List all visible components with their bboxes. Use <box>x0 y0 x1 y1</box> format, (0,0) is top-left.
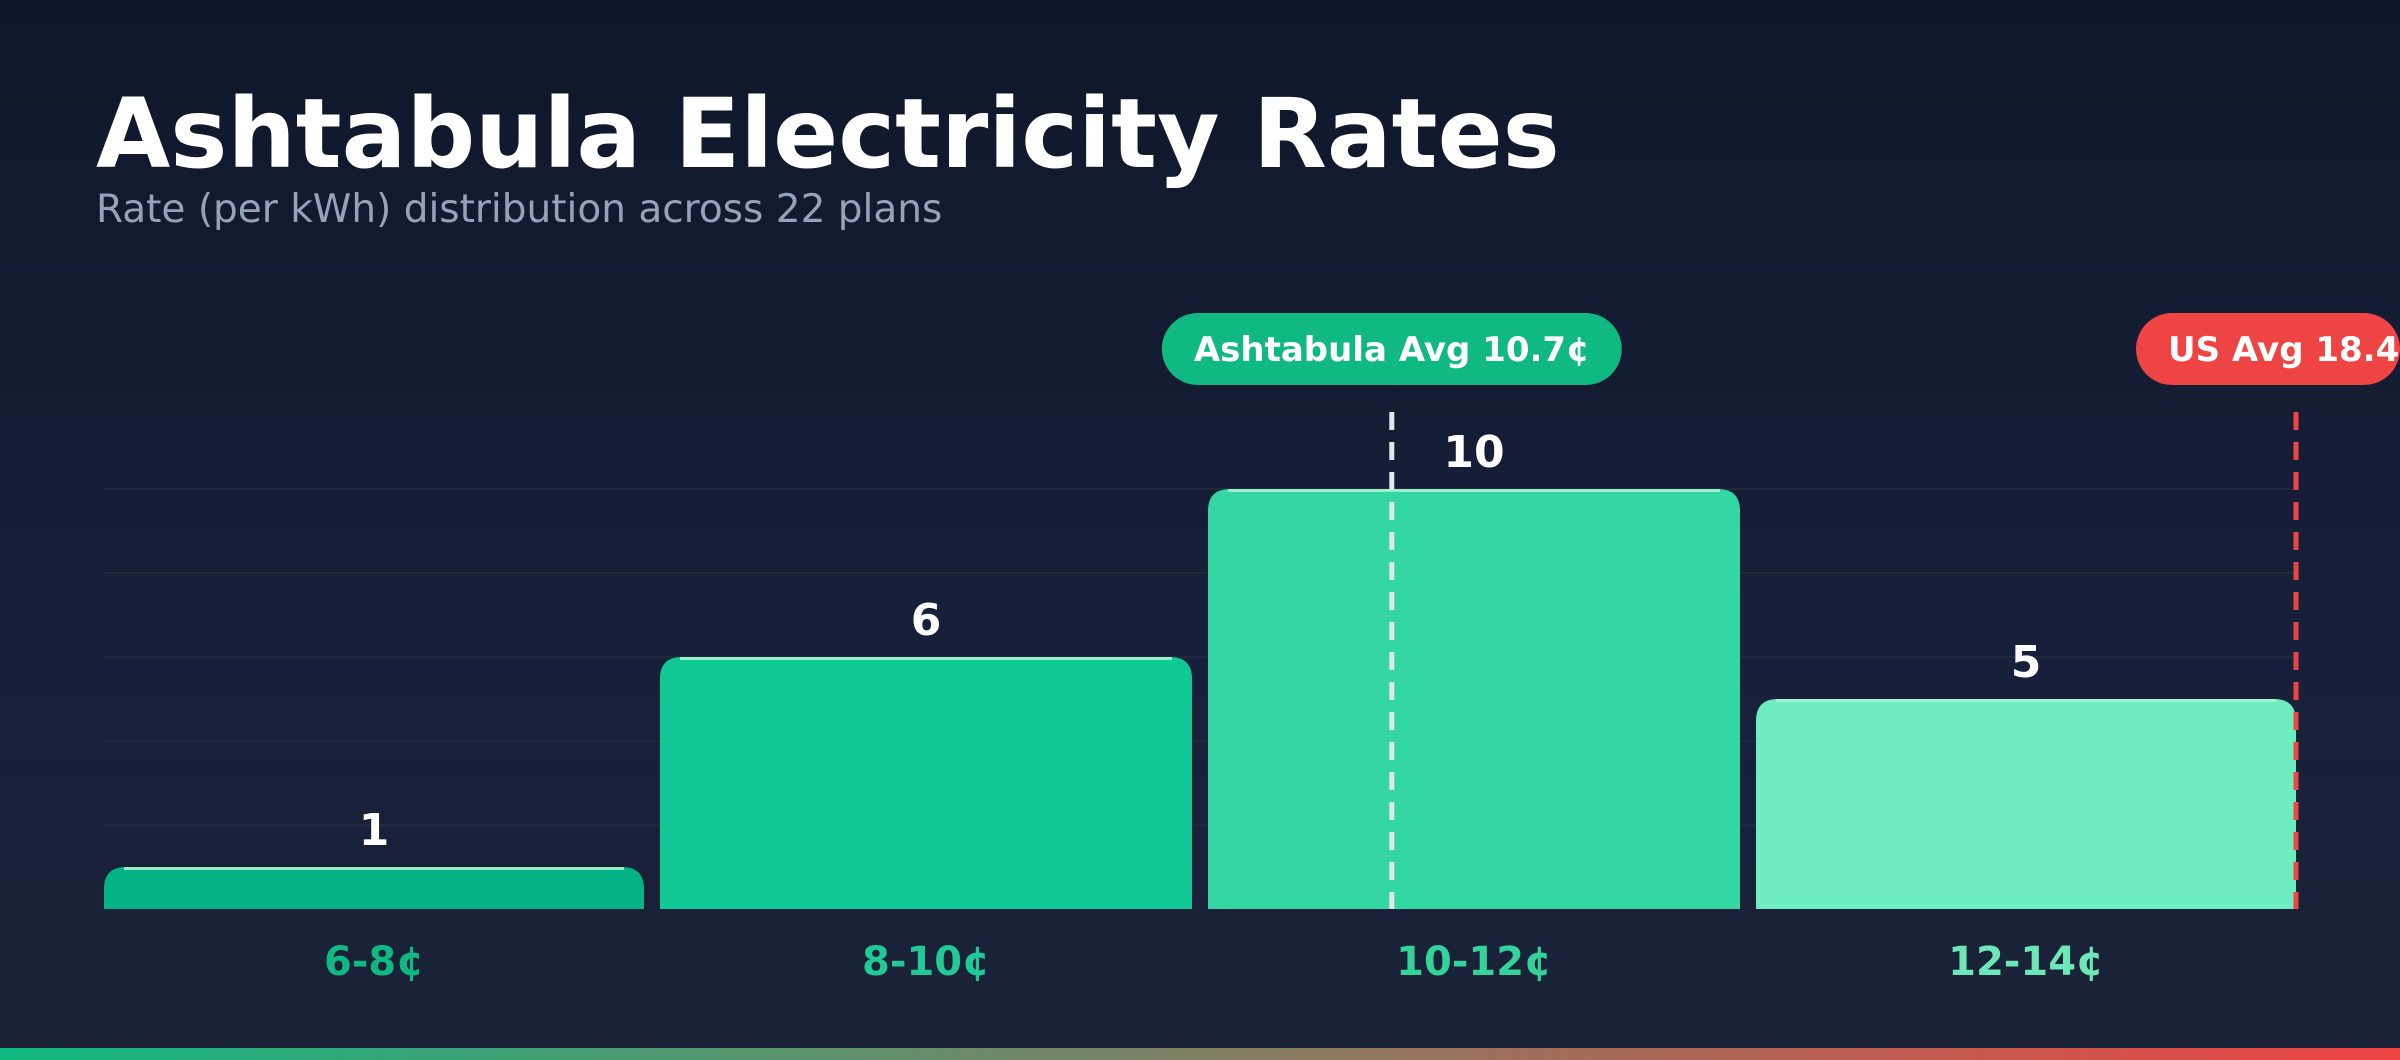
category-label: 12-14¢ <box>1948 939 2104 985</box>
reference-label-0: Ashtabula Avg 10.7¢ <box>1194 330 1590 370</box>
reference-label-1: US Avg 18.4¢ <box>2168 330 2400 370</box>
bar-10-12¢ <box>1208 489 1740 909</box>
bar-12-14¢ <box>1756 699 2296 909</box>
category-label: 6-8¢ <box>324 939 424 985</box>
category-label: 8-10¢ <box>862 939 990 985</box>
value-label: 1 <box>359 805 390 856</box>
chart-subtitle: Rate (per kWh) distribution across 22 pl… <box>96 187 943 232</box>
value-label: 6 <box>911 595 942 646</box>
bar-6-8¢ <box>104 867 644 909</box>
bars <box>104 489 2296 909</box>
bar-8-10¢ <box>660 657 1192 909</box>
reference-lines: Ashtabula Avg 10.7¢ US Avg 18.4¢ <box>1161 313 2400 909</box>
chart-title: Ashtabula Electricity Rates <box>96 78 1560 190</box>
reference-badge-0 <box>1161 313 1622 385</box>
category-label: 10-12¢ <box>1396 939 1552 985</box>
value-label: 5 <box>2011 637 2042 688</box>
bottom-gradient-bar <box>0 1048 2400 1060</box>
value-label: 10 <box>1443 427 1504 478</box>
axis-labels: 1 6-8¢ 6 8-10¢ 10 10-12¢ 5 12-14¢ <box>324 427 2104 985</box>
reference-badge-1 <box>2136 313 2400 385</box>
